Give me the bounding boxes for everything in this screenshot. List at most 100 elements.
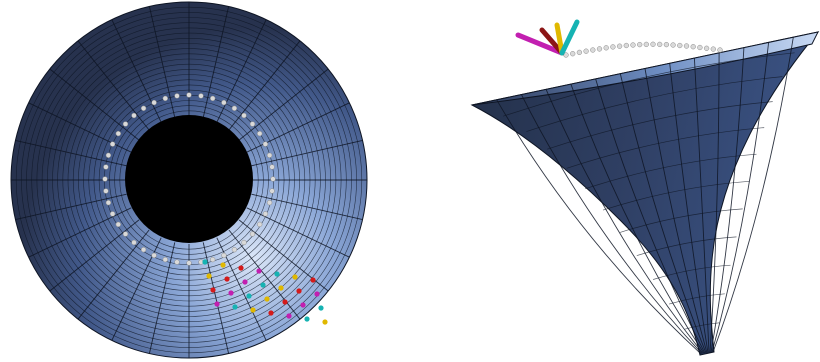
boundary-node-dot <box>717 47 723 53</box>
axis-triad-icon <box>515 19 580 56</box>
load-arrow-icon <box>214 301 220 307</box>
horn-longitudinal-line <box>712 37 794 353</box>
boundary-node-dot <box>690 44 696 50</box>
boundary-node-dot <box>186 260 192 266</box>
load-arrow-icon <box>260 282 266 288</box>
boundary-node-dot <box>663 41 670 48</box>
horn-longitudinal-line <box>595 78 706 354</box>
boundary-node-dot <box>596 46 603 52</box>
disc-radial-line <box>246 207 350 258</box>
boundary-node-dot <box>262 211 269 217</box>
disc-radial-line <box>228 40 301 131</box>
boundary-node-dot <box>590 47 596 53</box>
triad-arrow-darkred <box>539 27 565 56</box>
boundary-node-dot <box>151 252 157 259</box>
disc-radial-line <box>15 193 127 221</box>
load-arrow-icon <box>250 307 256 313</box>
load-arrow-icon <box>318 305 324 311</box>
boundary-node-dot <box>231 247 238 253</box>
load-arrow-icon <box>228 290 234 296</box>
side-view-horn-mesh <box>470 19 820 356</box>
load-arrow-icon <box>224 276 230 282</box>
horn-longitudinal-line <box>570 83 705 354</box>
boundary-node-dot <box>105 200 112 206</box>
boundary-node-dot <box>241 112 247 119</box>
boundary-node-dot <box>583 48 589 54</box>
load-arrow-icon <box>296 288 302 294</box>
load-arrow-icon <box>268 310 274 316</box>
boundary-node-dot <box>697 44 703 51</box>
boundary-node-dot <box>603 45 609 51</box>
boundary-node-dot <box>570 51 576 57</box>
boundary-node-dot <box>703 45 710 51</box>
boundary-node-dot <box>677 42 683 49</box>
disc-radial-line <box>28 207 132 258</box>
boundary-node-dot <box>610 44 616 50</box>
load-arrow-icon <box>304 316 310 322</box>
boundary-node-dot <box>623 42 629 49</box>
horn-longitudinal-line <box>520 94 703 355</box>
load-arrow-icon <box>314 291 320 297</box>
triad-arrow-cyan <box>559 19 580 56</box>
boundary-node-dot <box>563 52 569 58</box>
disc-radial-line <box>238 68 329 141</box>
boundary-node-dot <box>231 105 238 111</box>
triad-arrow-magenta <box>515 32 565 56</box>
top-view-disc-mesh <box>10 1 368 359</box>
horn-hoop-line <box>547 101 773 150</box>
boundary-node-dot <box>103 164 109 170</box>
boundary-node-dot <box>115 221 121 228</box>
horn-surface <box>470 31 820 356</box>
boundary-node-icon <box>563 41 723 58</box>
disc-radial-line <box>77 229 150 320</box>
horn-longitudinal-line <box>669 63 709 353</box>
boundary-node-dot <box>105 152 112 158</box>
boundary-node-dot <box>122 231 129 237</box>
boundary-node-dot <box>131 112 137 119</box>
horn-hoop-line <box>585 153 757 190</box>
boundary-node-dot <box>162 256 168 263</box>
horn-hoop-line <box>619 208 743 233</box>
disc-radial-line <box>202 6 230 118</box>
boundary-node-dot <box>115 130 121 137</box>
boundary-node-dot <box>643 41 649 48</box>
horn-hoop-line <box>636 236 737 256</box>
boundary-node-dot <box>103 188 109 194</box>
disc-radial-line <box>111 19 162 123</box>
boundary-node-dot <box>257 130 263 137</box>
boundary-node-dot <box>221 252 227 259</box>
load-arrow-icon <box>322 319 328 325</box>
load-arrow-icon-grid <box>202 259 328 325</box>
boundary-node-dot <box>249 121 256 127</box>
horn-hoop-line <box>503 52 795 117</box>
disc-radial-line <box>216 19 267 123</box>
boundary-node-dot <box>210 95 216 102</box>
load-arrow-icon <box>246 293 252 299</box>
boundary-node-dot <box>241 239 247 246</box>
boundary-node-dot <box>650 41 656 47</box>
load-arrow-icon <box>202 259 208 265</box>
boundary-node-dot <box>269 164 275 170</box>
load-arrow-icon <box>256 268 262 274</box>
load-arrow-icon <box>292 274 298 280</box>
disc-radial-line <box>49 68 140 141</box>
boundary-node-dot <box>616 43 623 49</box>
horn-longitudinal-line <box>496 99 702 355</box>
boundary-node-dot <box>162 95 168 102</box>
disc-radial-line <box>202 242 230 354</box>
boundary-node-dot <box>637 41 643 48</box>
disc-radial-line <box>15 139 127 167</box>
boundary-node-dot <box>262 141 269 147</box>
load-arrow-icon <box>300 302 306 308</box>
horn-hoop-line <box>652 264 731 280</box>
boundary-node-dot <box>266 200 273 206</box>
disc-radial-line <box>77 40 150 131</box>
boundary-node-dot <box>221 99 227 106</box>
horn-longitudinal-line <box>619 73 707 354</box>
load-arrow-icon <box>220 262 226 268</box>
horn-longitudinal-line <box>709 52 720 353</box>
disc-radial-line <box>251 193 363 221</box>
boundary-node-dot <box>122 121 129 127</box>
horn-hoop-line <box>602 180 750 211</box>
horn-hoop-line <box>684 322 720 330</box>
